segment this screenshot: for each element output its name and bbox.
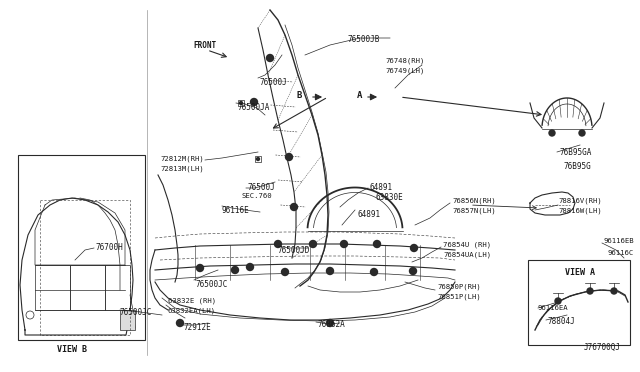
Circle shape [611,288,617,294]
Circle shape [340,241,348,247]
Text: 76500JC: 76500JC [120,308,152,317]
Text: FRONT: FRONT [193,41,216,49]
Text: 76500J: 76500J [248,183,276,192]
Text: J76700QJ: J76700QJ [584,343,621,352]
Text: 96116EB: 96116EB [604,238,635,244]
Text: 76856N(RH): 76856N(RH) [452,198,496,205]
Circle shape [587,288,593,294]
Text: 76748(RH): 76748(RH) [385,58,424,64]
Bar [120,310,135,330]
Circle shape [275,241,282,247]
Text: 64891: 64891 [357,210,380,219]
Circle shape [310,241,317,247]
Text: 64891: 64891 [370,183,393,192]
Text: 78816V(RH): 78816V(RH) [558,198,602,205]
Text: A: A [356,92,362,100]
Circle shape [239,102,243,105]
Text: 96116EA: 96116EA [538,305,568,311]
Text: 76B95G: 76B95G [563,162,591,171]
Text: 76700H: 76700H [95,244,123,253]
Circle shape [266,55,273,61]
Bar [528,260,630,345]
Text: 78804J: 78804J [548,317,576,326]
Circle shape [326,320,333,327]
Circle shape [291,203,298,211]
Circle shape [374,241,381,247]
Circle shape [410,244,417,251]
Text: B: B [296,92,302,100]
Text: 76500JD: 76500JD [278,246,310,255]
Text: 76851P(LH): 76851P(LH) [437,293,481,299]
Text: 76854U (RH): 76854U (RH) [443,242,491,248]
Text: 72812M(RH): 72812M(RH) [160,155,204,161]
Circle shape [410,267,417,275]
Bar [255,156,261,162]
Text: 76B95GA: 76B95GA [559,148,591,157]
Bar [238,100,244,106]
Text: 76850P(RH): 76850P(RH) [437,283,481,289]
Circle shape [555,298,561,304]
Circle shape [371,269,378,276]
Text: 96116E: 96116E [222,206,250,215]
Circle shape [232,266,239,273]
Text: 63832EA(LH): 63832EA(LH) [168,308,216,314]
Text: VIEW B: VIEW B [57,345,87,354]
Text: 76749(LH): 76749(LH) [385,68,424,74]
Text: 78816W(LH): 78816W(LH) [558,208,602,215]
Text: 72813M(LH): 72813M(LH) [160,166,204,173]
Text: 76500J: 76500J [260,78,288,87]
Circle shape [250,99,257,106]
Circle shape [579,130,585,136]
Circle shape [282,269,289,276]
Text: 76500JB: 76500JB [348,35,380,44]
Bar [35,265,70,310]
Text: 76862A: 76862A [318,320,346,329]
Text: 72912E: 72912E [183,323,211,332]
Circle shape [549,130,555,136]
Text: 63832E (RH): 63832E (RH) [168,298,216,305]
Text: 76854UA(LH): 76854UA(LH) [443,252,491,259]
Circle shape [257,157,259,160]
Circle shape [326,267,333,275]
Text: 76857N(LH): 76857N(LH) [452,208,496,215]
Text: VIEW A: VIEW A [565,268,595,277]
Bar [18,155,145,340]
Circle shape [246,263,253,270]
Text: 63830E: 63830E [375,193,403,202]
Bar [70,265,105,310]
Circle shape [285,154,292,160]
Bar [105,265,130,310]
Text: 76500JA: 76500JA [238,103,270,112]
Text: SEC.760: SEC.760 [242,193,273,199]
Text: 76500JC: 76500JC [196,280,228,289]
Circle shape [177,320,184,327]
Text: 96116C: 96116C [608,250,634,256]
Circle shape [196,264,204,272]
